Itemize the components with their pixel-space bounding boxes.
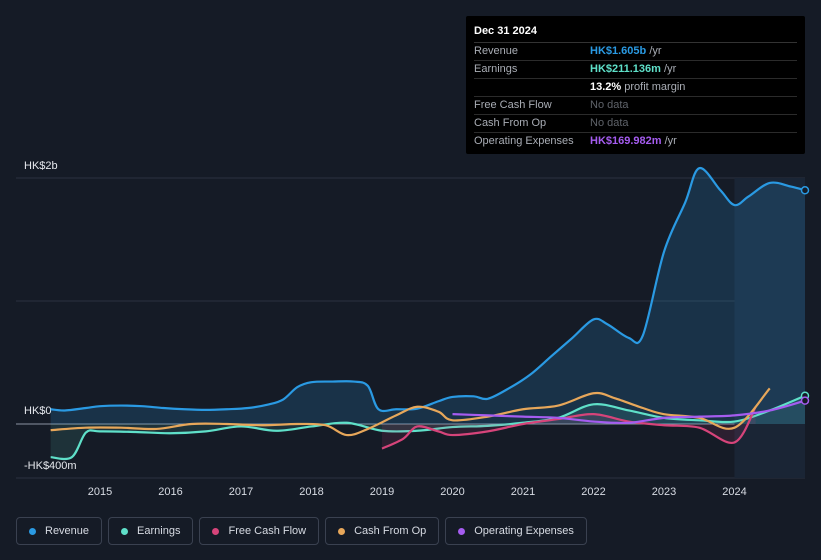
x-tick-label: 2024 [722, 486, 746, 498]
x-tick-label: 2017 [229, 486, 253, 498]
tooltip-row-label: Revenue [474, 45, 519, 57]
tooltip-row: Earnings HK$211.136m /yr [474, 61, 797, 79]
tooltip-row-amount: No data [590, 117, 629, 129]
legend-label: Revenue [45, 525, 90, 537]
legend-dot-icon [121, 527, 129, 535]
x-tick-label: 2015 [88, 486, 112, 498]
y-label-top: HK$2b [24, 160, 58, 172]
tooltip-row-amount: HK$1.605b [590, 45, 647, 57]
x-tick-label: 2023 [652, 486, 676, 498]
tooltip-row-label: Free Cash Flow [474, 99, 552, 111]
tooltip-row: Operating Expenses HK$169.982m /yr [474, 133, 797, 150]
tooltip-row: Cash From Op No data [474, 115, 797, 133]
operating-expenses-line [452, 399, 806, 425]
legend-label: Operating Expenses [474, 525, 574, 537]
tooltip-row-amount: 13.2% [590, 81, 622, 93]
legend-label: Cash From Op [354, 525, 427, 537]
tooltip-row-unit: /yr [660, 63, 677, 75]
free-cash-flow-area [382, 406, 756, 449]
y-label-zero: HK$0 [24, 405, 52, 417]
tooltip-row: Revenue HK$1.605b /yr [474, 43, 797, 61]
operating-expenses-end-point [800, 396, 810, 405]
legend-label: Free Cash Flow [228, 525, 307, 537]
tooltip-row-value: No data [590, 97, 629, 114]
free-cash-flow-line [381, 406, 757, 450]
cash-from-op-line [50, 387, 771, 437]
tooltip-row: 13.2% profit margin [474, 79, 797, 97]
tooltip-row: Free Cash Flow No data [474, 97, 797, 115]
x-tick-label: 2020 [440, 486, 464, 498]
legend-item-free-cash-flow[interactable]: Free Cash Flow [199, 517, 320, 545]
tooltip-row-unit: /yr [646, 45, 662, 57]
legend-label: Earnings [137, 525, 181, 537]
x-tick-label: 2019 [370, 486, 394, 498]
y-label-bottom: -HK$400m [24, 460, 77, 472]
revenue-line [50, 167, 806, 413]
revenue-end-point [800, 186, 810, 195]
tooltip-row-amount: HK$169.982m [590, 135, 662, 147]
x-tick-label: 2021 [511, 486, 535, 498]
tooltip-row-label: Cash From Op [474, 117, 547, 129]
tooltip-row-value: HK$211.136m /yr [590, 61, 676, 78]
legend-dot-icon [212, 527, 220, 535]
legend: Revenue Earnings Free Cash Flow Cash From O… [16, 517, 587, 545]
legend-dot-icon [338, 527, 346, 535]
tooltip-row-value: No data [590, 115, 629, 132]
legend-dot-icon [29, 527, 36, 535]
tooltip-row-value: HK$1.605b /yr [590, 43, 662, 60]
legend-item-earnings[interactable]: Earnings [108, 517, 194, 545]
legend-item-cash-from-op[interactable]: Cash From Op [325, 517, 440, 545]
legend-dot-icon [458, 527, 466, 535]
legend-item-revenue[interactable]: Revenue [16, 517, 103, 545]
tooltip-row-value: HK$169.982m /yr [590, 133, 677, 150]
x-tick-label: 2018 [299, 486, 323, 498]
legend-item-operating-expenses[interactable]: Operating Expenses [445, 517, 587, 545]
tooltip-row-unit: /yr [661, 135, 677, 147]
tooltip-row-label: Operating Expenses [474, 135, 574, 147]
tooltip-row-label: Earnings [474, 63, 518, 75]
tooltip-row-unit: profit margin [621, 81, 686, 93]
tooltip-row-value: 13.2% profit margin [590, 79, 685, 96]
revenue-area [50, 167, 805, 424]
tooltip-row-amount: HK$211.136m [590, 63, 661, 75]
tooltip-row-amount: No data [590, 99, 629, 111]
tooltip-date: Dec 31 2024 [474, 24, 797, 43]
x-tick-label: 2016 [158, 486, 182, 498]
tooltip-panel: Dec 31 2024 Revenue HK$1.605b /yr Earnings… [466, 16, 805, 154]
x-tick-label: 2022 [581, 486, 605, 498]
